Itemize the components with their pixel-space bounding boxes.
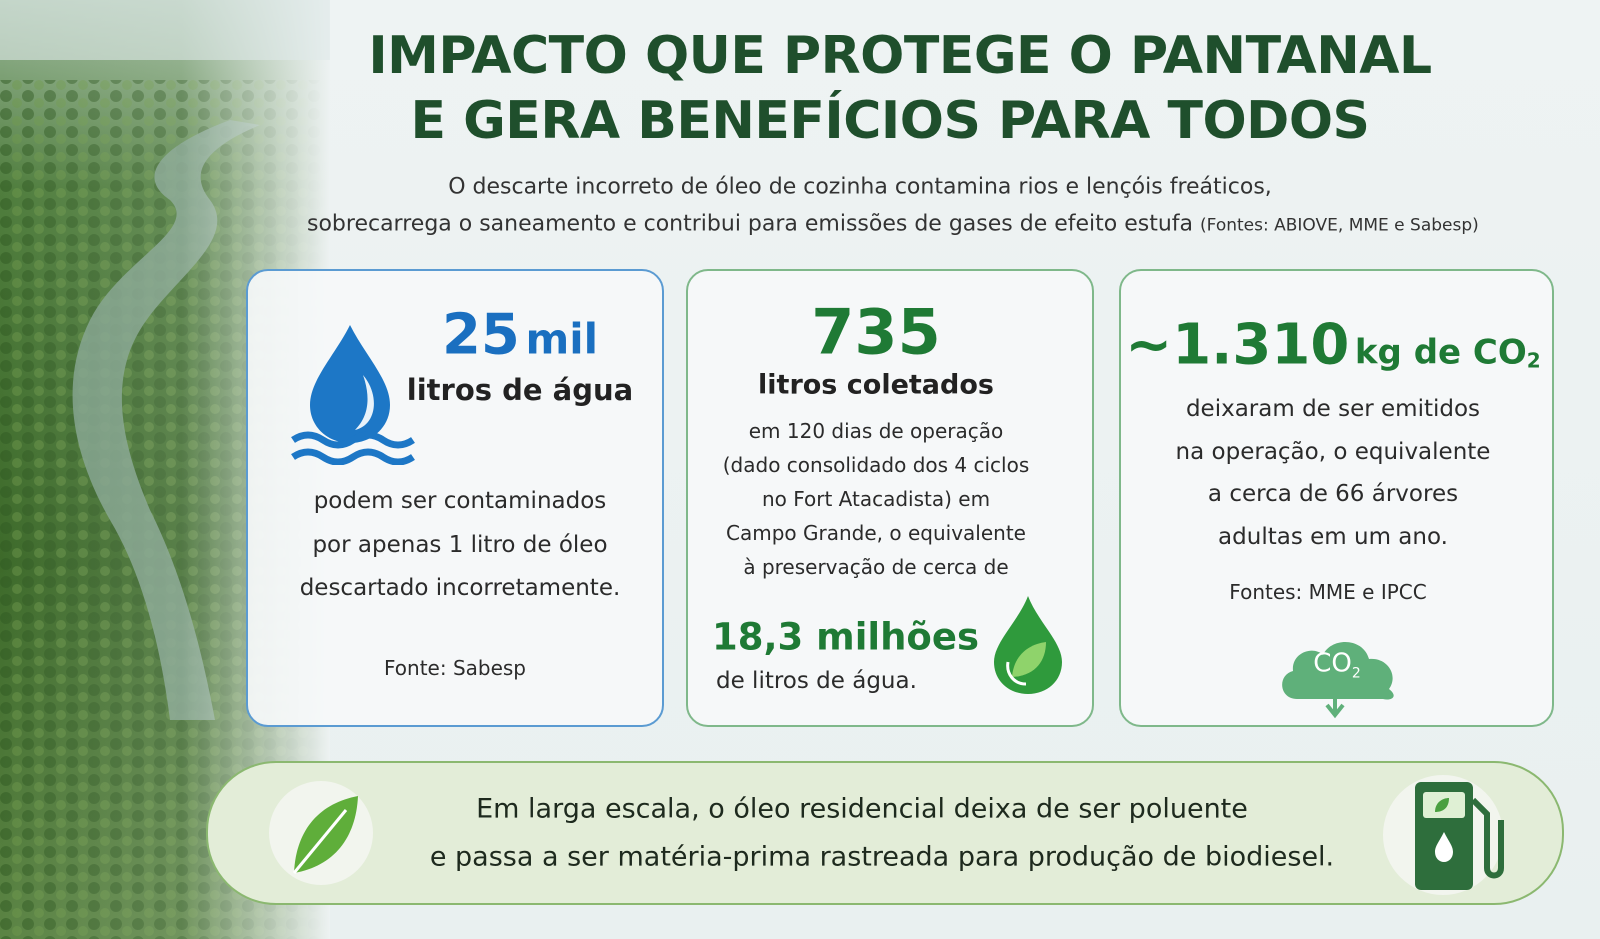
stat-unit: mil — [525, 314, 599, 364]
card-text: por apenas 1 litro de óleo — [312, 532, 608, 558]
water-drop-icon — [291, 325, 415, 465]
stat-value: ~1.310 — [1125, 312, 1350, 378]
stat-value: 25 — [441, 302, 520, 368]
footer-band — [206, 761, 1564, 905]
sources: (Fontes: ABIOVE, MME e Sabesp) — [1200, 215, 1479, 236]
co2-cloud-icon — [1282, 641, 1394, 719]
subtitle-line: sobrecarrega o saneamento e contribui pa… — [307, 212, 1479, 237]
card-source: Fontes: MME e IPCC — [1229, 580, 1427, 604]
title-line: E GERA BENEFÍCIOS PARA TODOS — [410, 91, 1370, 151]
card-text: descartado incorretamente. — [299, 575, 621, 601]
stat-number: ~1.310 kg de CO2 — [1125, 313, 1540, 378]
card-text: à preservação de cerca de — [743, 555, 1009, 579]
card-text: (dado consolidado dos 4 ciclos — [722, 453, 1030, 477]
subtitle-text: sobrecarrega o saneamento e contribui pa… — [307, 211, 1194, 237]
card-text: podem ser contaminados — [313, 488, 607, 514]
stat-label: litros de água — [406, 373, 634, 407]
card-source: Fonte: Sabesp — [383, 656, 527, 680]
co2-icon-sub: 2 — [1351, 665, 1361, 682]
card-text: a cerca de 66 árvores — [1207, 481, 1459, 507]
stat-unit: kg de CO — [1354, 332, 1527, 373]
card-text: em 120 dias de operação — [748, 419, 1004, 443]
stat-number: 25 mil — [442, 303, 598, 368]
co2-icon-text: CO — [1313, 648, 1352, 679]
co2-icon-label: CO2 — [1313, 648, 1361, 681]
leaf-icon — [269, 781, 373, 885]
highlight-text: de litros de água. — [716, 668, 917, 694]
stat-unit-sub: 2 — [1526, 348, 1541, 373]
stat-label: litros coletados — [758, 369, 994, 401]
card-text: deixaram de ser emitidos — [1185, 396, 1481, 422]
footer-text: e passa a ser matéria-prima rastreada pa… — [429, 841, 1335, 873]
fuel-pump-icon — [1383, 775, 1504, 895]
stat-value: 735 — [811, 295, 941, 369]
card — [246, 269, 664, 727]
footer-text: Em larga escala, o óleo residencial deix… — [476, 793, 1248, 825]
highlight-value: 18,3 milhões — [712, 615, 979, 659]
card-text: Campo Grande, o equivalente — [726, 521, 1026, 545]
subtitle-line: O descarte incorreto de óleo de cozinha … — [448, 174, 1272, 200]
title-line: IMPACTO QUE PROTEGE O PANTANAL — [368, 26, 1432, 86]
green-drop-icon — [994, 596, 1062, 694]
card-text: no Fort Atacadista) em — [761, 487, 991, 511]
card-text: na operação, o equivalente — [1175, 439, 1491, 465]
card-text: adultas em um ano. — [1218, 524, 1448, 550]
